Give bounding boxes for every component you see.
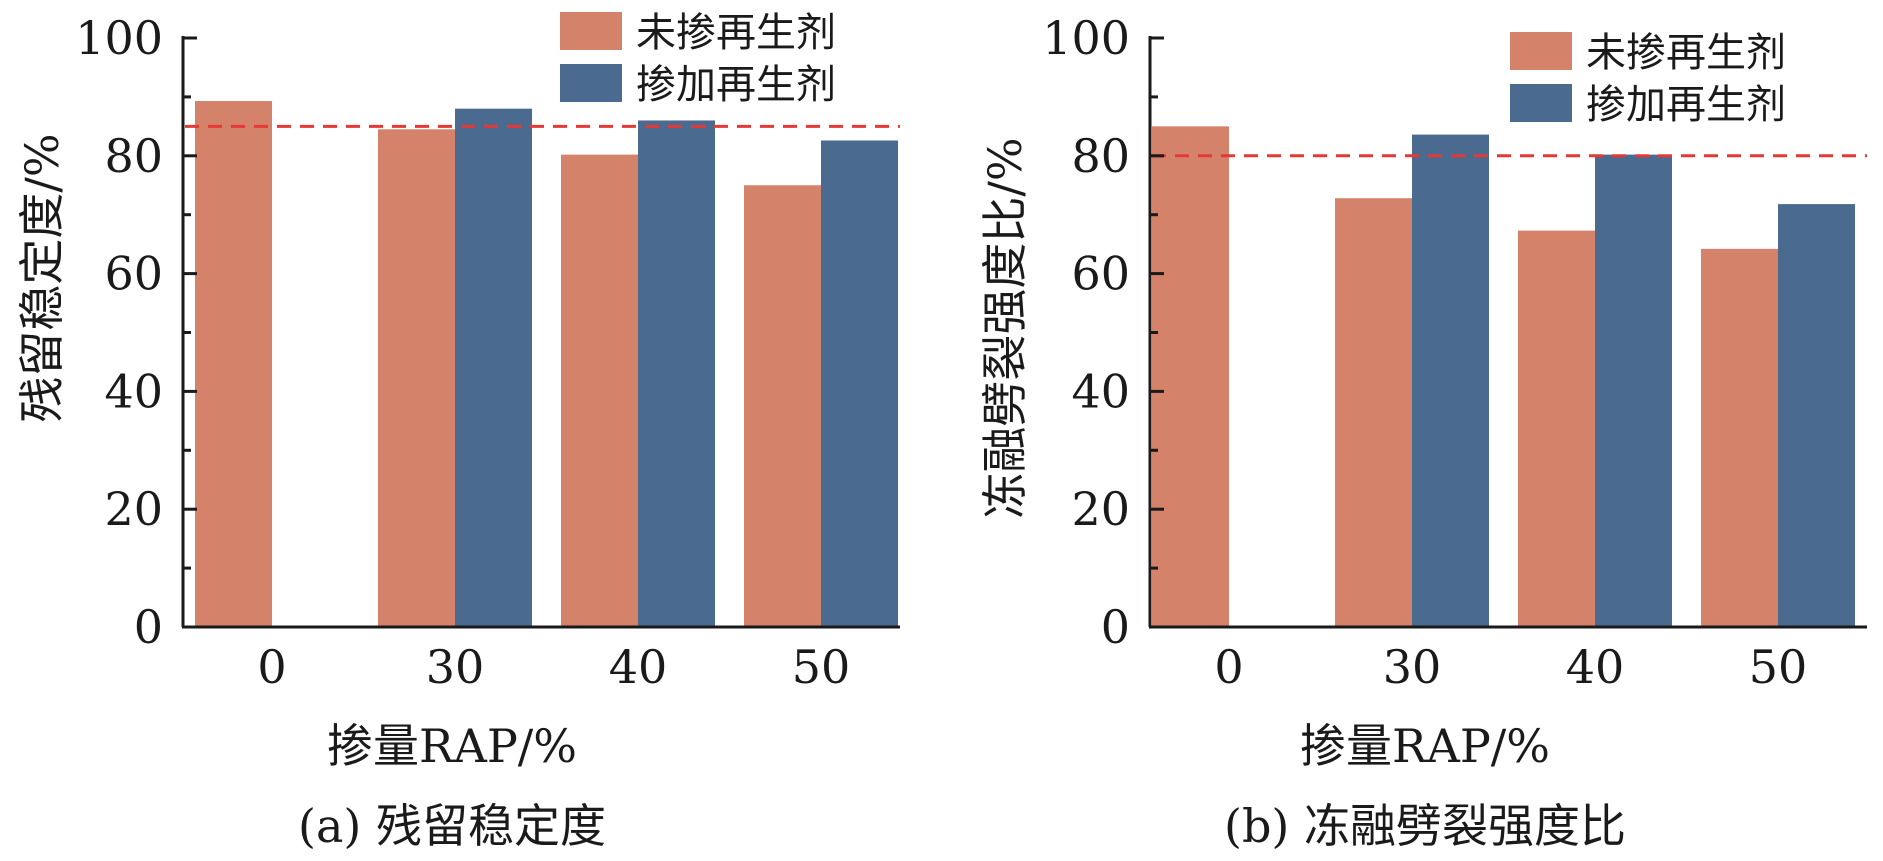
chart-b-bar-no-regen-30 (1335, 198, 1412, 627)
chart-a-bar-with-regen-30 (455, 108, 532, 628)
chart-a-ylabel: 残留稳定度/% (15, 133, 69, 422)
chart-a-bar-no-regen-40 (561, 154, 638, 627)
chart-a-bar-no-regen-30 (378, 129, 455, 628)
chart-b-ytick-label-100: 100 (1042, 11, 1130, 65)
chart-a-bar-no-regen-50 (744, 185, 821, 627)
chart-a-xtick-label-40: 40 (609, 640, 668, 694)
chart-a-residual-stability: 残留稳定度/% 掺量RAP/% (a) 残留稳定度 0 20 40 60 80 100 0 3… (15, 10, 900, 853)
chart-b-ytick-label-80: 80 (1071, 129, 1130, 183)
chart-b-ytick-label-0: 0 (1101, 600, 1130, 654)
chart-a-ytick-label-60: 60 (104, 247, 163, 301)
chart-b-legend-label-no-regen: 未掺再生剂 (1586, 30, 1786, 76)
chart-a-bar-no-regen-0 (195, 101, 272, 627)
chart-a-legend-swatch-no-regen (560, 12, 622, 50)
chart-b-xtick-label-50: 50 (1749, 640, 1808, 694)
chart-a-bar-with-regen-50 (821, 140, 898, 627)
chart-a-ytick-label-20: 20 (104, 482, 163, 536)
chart-b-ytick-label-20: 20 (1071, 482, 1130, 536)
chart-b-ytick-label-40: 40 (1071, 364, 1130, 418)
chart-b-xtick-label-40: 40 (1566, 640, 1625, 694)
chart-b-bar-with-regen-40 (1595, 154, 1672, 627)
chart-a-xtick-label-50: 50 (792, 640, 851, 694)
chart-b-legend-label-with-regen: 掺加再生剂 (1586, 82, 1786, 128)
chart-a-ytick-label-0: 0 (134, 600, 163, 654)
chart-b-ylabel: 冻融劈裂强度比/% (978, 137, 1032, 518)
chart-a-xtick-label-0: 0 (257, 640, 286, 694)
chart-b-bar-no-regen-0 (1152, 126, 1229, 627)
chart-b-bar-with-regen-30 (1412, 134, 1489, 627)
chart-b-legend-swatch-no-regen (1510, 32, 1572, 70)
chart-b-bar-no-regen-50 (1701, 248, 1778, 627)
chart-b-xtick-label-30: 30 (1383, 640, 1442, 694)
chart-a-xtick-label-30: 30 (426, 640, 485, 694)
chart-a-bar-with-regen-40 (638, 120, 715, 628)
chart-b-legend-swatch-with-regen (1510, 84, 1572, 122)
chart-a-xlabel: 掺量RAP/% (327, 719, 577, 773)
chart-b-xlabel: 掺量RAP/% (1300, 719, 1550, 773)
chart-b-ytick-label-60: 60 (1071, 247, 1130, 301)
chart-b-xtick-label-0: 0 (1214, 640, 1243, 694)
chart-b-bar-with-regen-50 (1778, 204, 1855, 627)
chart-a-legend-label-no-regen: 未掺再生剂 (636, 10, 836, 56)
chart-a-ytick-label-80: 80 (104, 129, 163, 183)
chart-a-caption: (a) 残留稳定度 (298, 799, 606, 853)
chart-a-legend-label-with-regen: 掺加再生剂 (636, 62, 836, 108)
chart-b-caption: (b) 冻融劈裂强度比 (1224, 799, 1626, 853)
chart-a-ytick-label-100: 100 (75, 11, 163, 65)
chart-b-bar-no-regen-40 (1518, 230, 1595, 627)
chart-a-ytick-label-40: 40 (104, 364, 163, 418)
chart-a-legend-swatch-with-regen (560, 64, 622, 102)
chart-b-freeze-thaw-ratio: 冻融劈裂强度比/% 掺量RAP/% (b) 冻融劈裂强度比 0 20 40 60 80 1… (978, 11, 1867, 853)
